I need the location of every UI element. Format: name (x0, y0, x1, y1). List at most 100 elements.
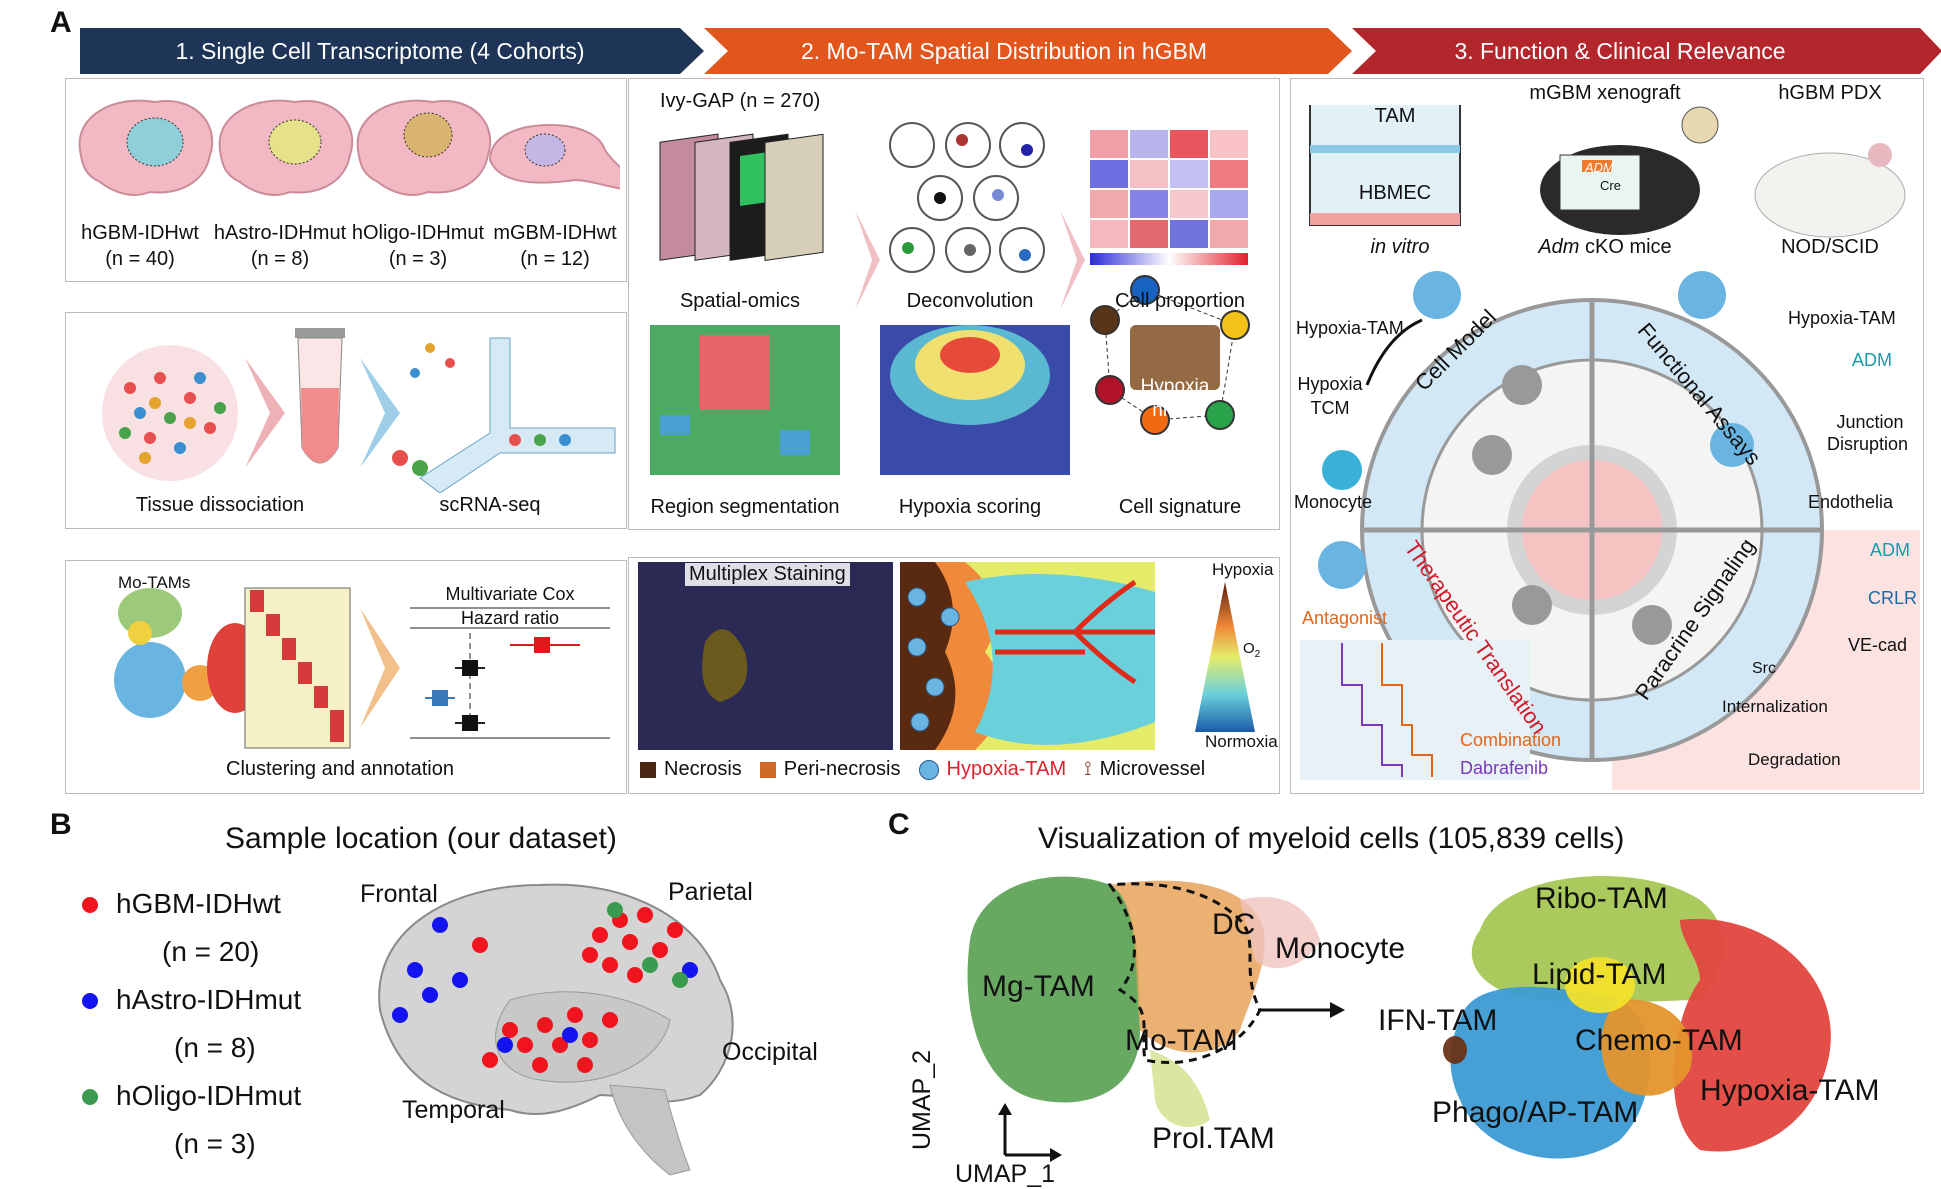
spatial-arrow-2 (1060, 210, 1085, 310)
peri-necrosis-swatch (759, 761, 776, 778)
o2-text: O (1243, 640, 1255, 657)
staining-legend: Necrosis Peri-necrosis Hypoxia-TAM ⟟ Mic… (640, 758, 1205, 781)
spatial-illustration (650, 122, 1250, 475)
brain-location-map (378, 883, 734, 1176)
forest-plot (410, 607, 610, 739)
o2-scale-bar (1195, 582, 1255, 732)
hypoxia-tam-right-label: Hypoxia-TAM (1788, 308, 1896, 328)
hazard-ratio-label: Hazard ratio (460, 608, 560, 628)
xenograft-label: mGBM xenograft (1529, 82, 1681, 104)
umap-phago-tam-label: Phago/AP-TAM (1432, 1096, 1639, 1129)
umap-monocyte-label: Monocyte (1275, 932, 1406, 965)
hypoxia-niche-line2: niche (1152, 400, 1198, 421)
tam-label: TAM (1374, 105, 1416, 127)
legend-necrosis: Necrosis (664, 758, 742, 780)
flow-arrow-orange (360, 608, 400, 728)
cohort-2-name: hAstro-IDHmut (213, 222, 347, 244)
region-segmentation-label: Region segmentation (650, 496, 840, 518)
legend-microvessel: Microvessel (1099, 758, 1206, 780)
lobe-temporal-label: Temporal (402, 1096, 505, 1124)
mouse-pdx-icon (1754, 143, 1906, 238)
umap-axis-y-label: UMAP_2 (908, 1049, 936, 1150)
umap-axis-x-label: UMAP_1 (955, 1160, 1056, 1188)
umap-lipid-tam-label: Lipid-TAM (1532, 958, 1667, 991)
necrosis-swatch (640, 761, 656, 778)
hypoxia-tcm-line1: Hypoxia (1297, 374, 1363, 394)
legend-hastro-name: hAstro-IDHmut (116, 984, 302, 1015)
cohort-brains (78, 99, 620, 196)
cohort-3-n: (n = 3) (388, 248, 448, 270)
lobe-occipital-label: Occipital (722, 1038, 818, 1066)
crlr-label: CRLR (1868, 588, 1918, 608)
cohort-1-n: (n = 40) (105, 248, 175, 270)
umap-hypoxia-tam-label: Hypoxia-TAM (1700, 1074, 1880, 1107)
banner-2-label: 2. Mo-TAM Spatial Distribution in hGBM (800, 37, 1208, 64)
legend-row-holigo: hOligo-IDHmut (82, 1072, 301, 1120)
legend-peri-necrosis: Peri-necrosis (783, 758, 901, 780)
adm-gene-label: ADM (1585, 160, 1614, 175)
hypoxia-scoring-label: Hypoxia scoring (898, 496, 1042, 518)
spatial-omics-label: Spatial-omics (679, 290, 801, 312)
sample-dots-blue (392, 917, 698, 1053)
motams-label: Mo-TAMs (118, 573, 191, 592)
vecad-label: VE-cad (1848, 635, 1908, 655)
monocyte-icon (1322, 450, 1362, 490)
cox-title: Multivariate Cox (445, 584, 575, 604)
function-wheel (1292, 265, 1920, 790)
panel-b-title: Sample location (our dataset) (225, 822, 617, 855)
umap-mo-tam-label: Mo-TAM (1125, 1024, 1238, 1057)
transwell-icon (1309, 105, 1461, 226)
multiplex-staining-image (638, 562, 893, 750)
src-label: Src (1752, 660, 1776, 677)
banner-1-shape (80, 28, 704, 74)
tube-icon (295, 328, 345, 464)
umap-right (1443, 876, 1831, 1159)
oxygen-gradient-panel (900, 562, 1155, 750)
panel-c-title: Visualization of myeloid cells (105,839 … (1038, 822, 1625, 855)
cell-signature-label: Cell signature (1118, 496, 1242, 518)
legend-hypoxia-tam: Hypoxia-TAM (946, 758, 1067, 780)
mouse-xenograft-icon (1540, 106, 1719, 235)
internalization-label: Internalization (1722, 697, 1828, 716)
banner-2-shape (704, 28, 1352, 74)
lobe-parietal-label: Parietal (668, 878, 753, 906)
legend-hgbm-name: hGBM-IDHwt (116, 888, 281, 919)
cluster-illustration (114, 587, 610, 749)
section-banners (80, 28, 1941, 74)
cko-mice-label: Adm cKO mice (1510, 236, 1700, 259)
degradation-label: Degradation (1748, 750, 1841, 769)
monocyte-label: Monocyte (1294, 492, 1373, 512)
umap-dc-label: DC (1212, 908, 1256, 941)
tissue-slides-icon (659, 133, 824, 262)
combination-label: Combination (1460, 730, 1562, 750)
hbmec-label: HBMEC (1358, 182, 1432, 204)
microvessel-icon: ⟟ (1084, 758, 1092, 780)
panel-c-letter: C (888, 808, 910, 841)
panel-b-letter: B (50, 808, 72, 841)
legend-hgbm-n: (n = 20) (162, 936, 260, 967)
antagonist-label: Antagonist (1302, 608, 1388, 628)
hypoxia-tam-left-label: Hypoxia-TAM (1296, 318, 1404, 338)
scale-normoxia-label: Normoxia (1205, 732, 1278, 751)
legend-row-hgbm: hGBM-IDHwt (82, 880, 301, 928)
legend-hastro-n: (n = 8) (174, 1032, 256, 1063)
red-dot-icon (82, 897, 98, 913)
brain-mouse-icon (488, 123, 620, 190)
scale-hypoxia-label: Hypoxia (1212, 560, 1274, 579)
proportion-heatmap (1090, 130, 1248, 265)
heatmap-mini (244, 587, 351, 749)
paracrine-cell-icon (1710, 423, 1754, 467)
banner-1-label: 1. Single Cell Transcriptome (4 Cohorts) (175, 37, 585, 64)
tumor-tissue-icon (102, 345, 238, 481)
brain-holigo-icon (356, 99, 492, 196)
adm-para-label: ADM (1870, 540, 1910, 560)
antagonist-icon (1318, 541, 1366, 589)
sample-dots-green (607, 902, 688, 988)
umap-chemo-tam-label: Chemo-TAM (1575, 1024, 1743, 1057)
endothelia-label: Endothelia (1808, 492, 1894, 512)
brain-hastro-icon (218, 99, 354, 196)
umap-mini-plot (114, 588, 263, 718)
cohort-1-name: hGBM-IDHwt (81, 222, 199, 244)
tissue-dissociation-label: Tissue dissociation (135, 494, 305, 516)
umap-ribo-tam-label: Ribo-TAM (1535, 882, 1668, 915)
